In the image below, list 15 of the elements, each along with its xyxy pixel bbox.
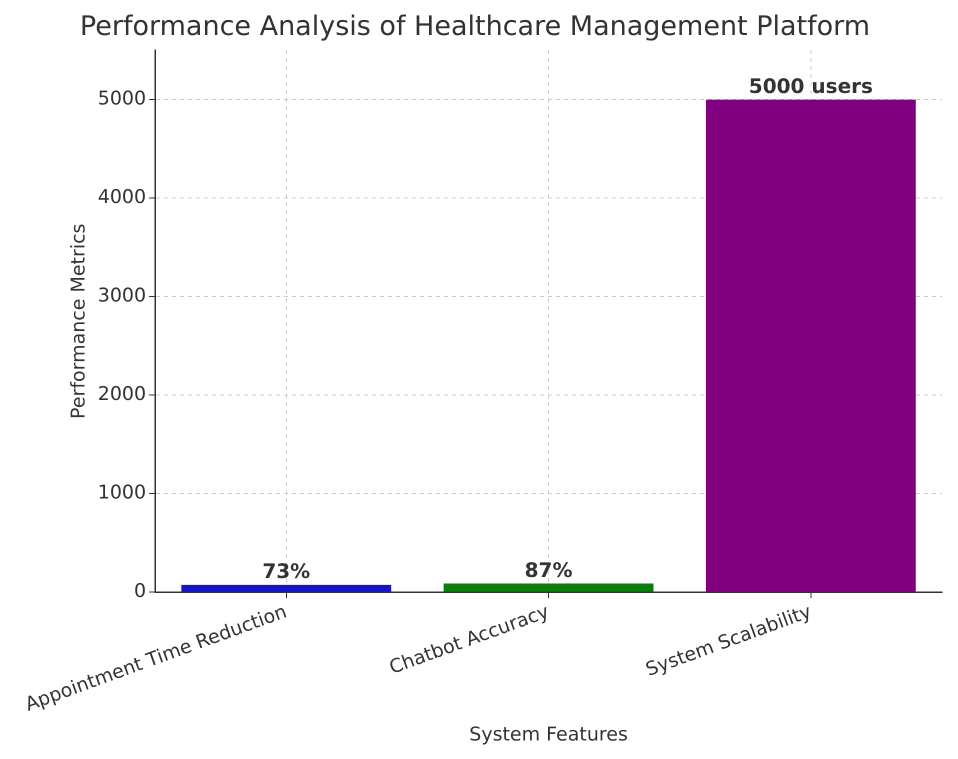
data-label: 73% bbox=[262, 559, 310, 584]
data-label: 87% bbox=[524, 558, 572, 582]
chart-title: Performance Analysis of Healthcare Management Platform bbox=[80, 11, 870, 42]
y-tick-label: 0 bbox=[134, 580, 146, 602]
y-tick-label: 3000 bbox=[98, 284, 146, 307]
y-tick-label: 1000 bbox=[98, 482, 146, 504]
data-label: 5000 users bbox=[748, 74, 873, 98]
bar bbox=[444, 584, 654, 592]
bar bbox=[181, 584, 392, 592]
y-tick-label: 4000 bbox=[98, 186, 146, 208]
y-tick-label: 2000 bbox=[98, 383, 146, 406]
y-tick-label: 5000 bbox=[98, 88, 146, 110]
x-axis-title: System Features bbox=[469, 724, 628, 746]
bar bbox=[706, 100, 916, 592]
y-axis-title: Performance Metrics bbox=[67, 224, 90, 419]
